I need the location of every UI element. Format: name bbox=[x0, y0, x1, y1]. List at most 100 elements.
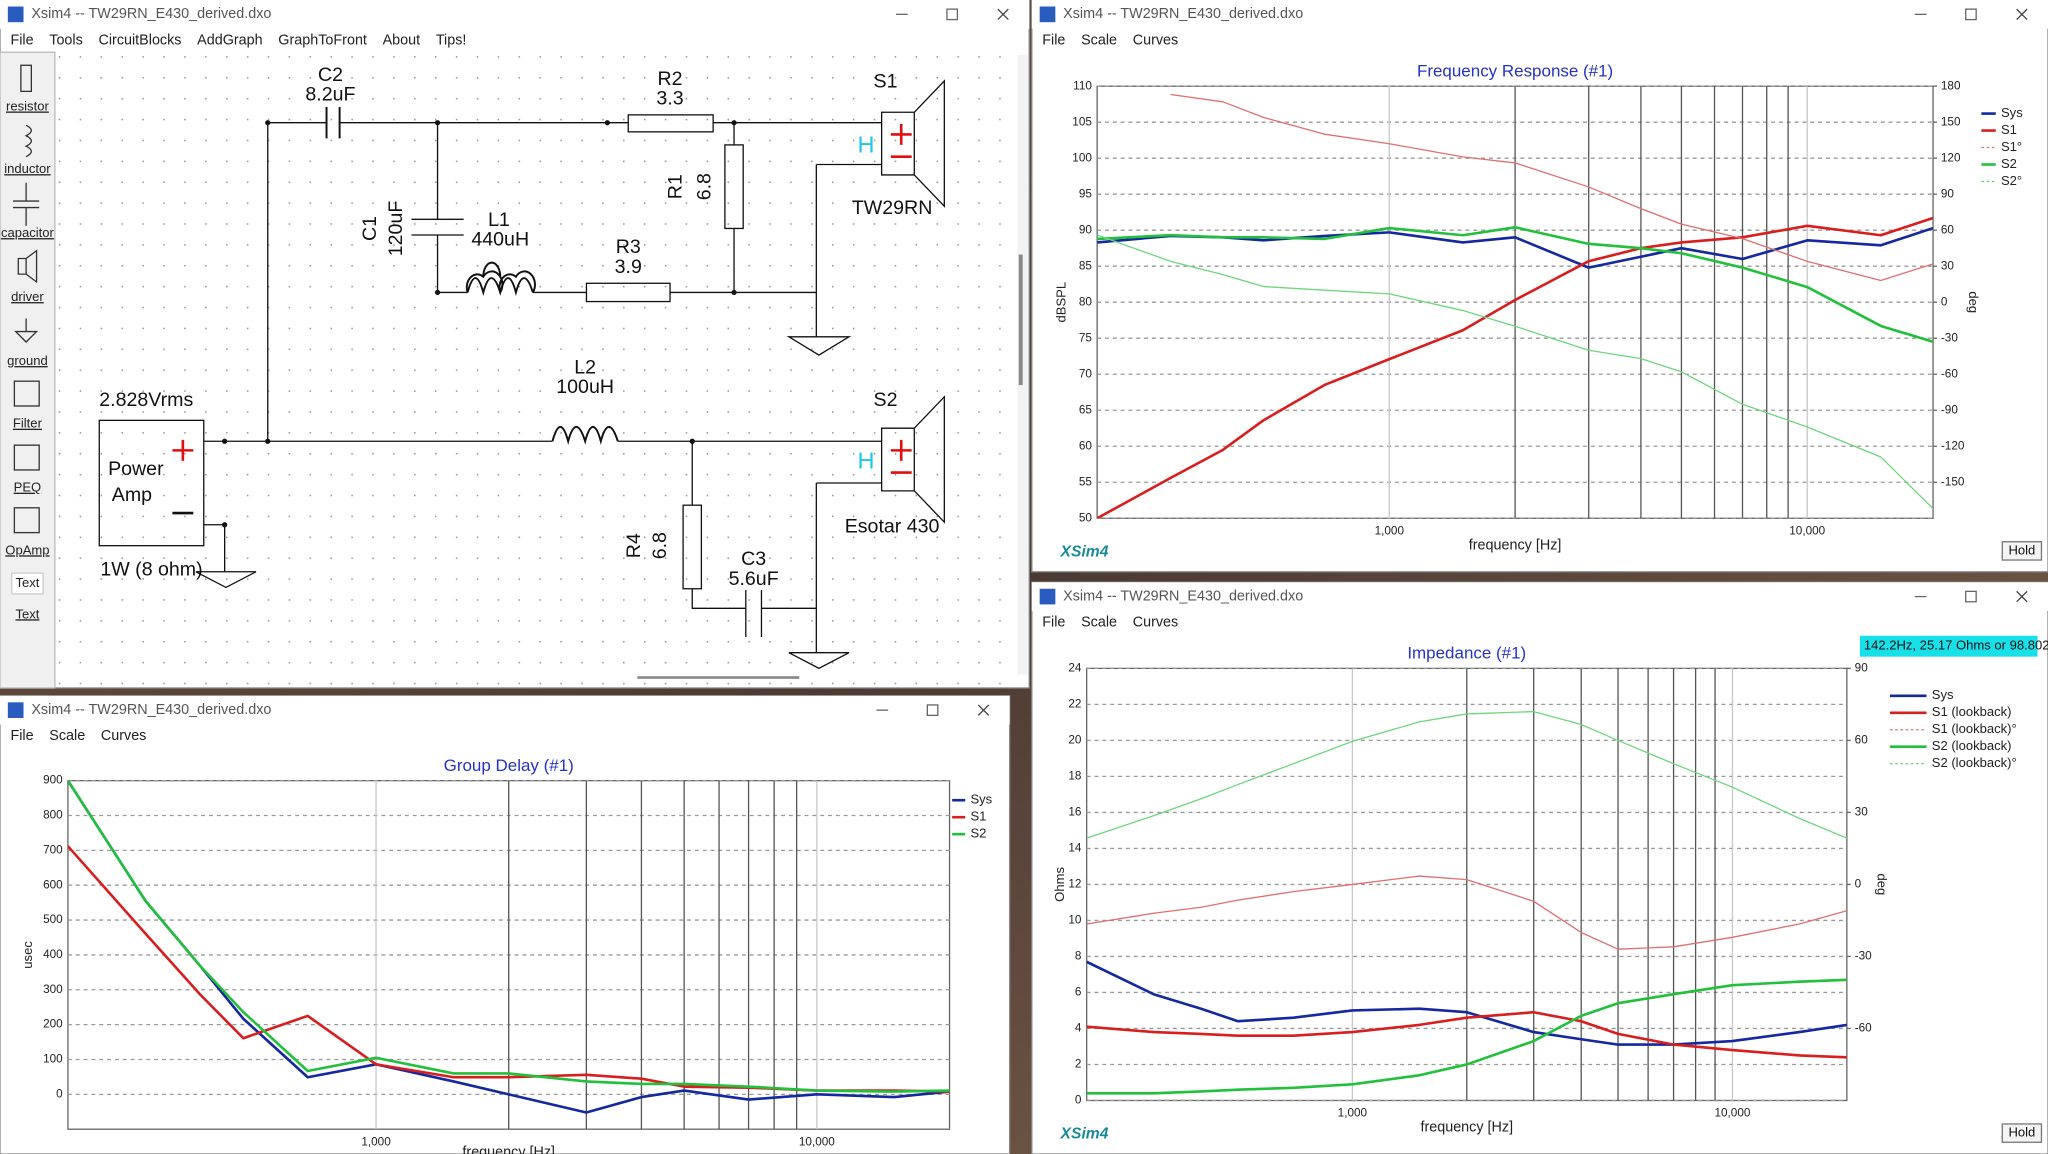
curve bbox=[1097, 216, 1934, 519]
y2-tick-label: 180 bbox=[1941, 79, 1961, 92]
menu-item[interactable]: Curves bbox=[1133, 32, 1178, 48]
toolbox-item[interactable]: driver bbox=[11, 289, 44, 304]
node bbox=[689, 438, 695, 444]
curve bbox=[1086, 960, 1847, 1046]
menu-item[interactable]: File bbox=[10, 32, 33, 48]
close-button[interactable] bbox=[977, 704, 990, 716]
menu-item[interactable]: GraphToFront bbox=[278, 32, 367, 48]
toolbox-item[interactable]: resistor bbox=[6, 99, 49, 114]
maximize-button[interactable] bbox=[1965, 8, 1977, 21]
menu-item[interactable]: Curves bbox=[1133, 614, 1178, 630]
maximize-button[interactable] bbox=[1965, 590, 1977, 603]
toolbox-item[interactable]: Text bbox=[15, 606, 39, 621]
menu-item[interactable]: Scale bbox=[1081, 32, 1117, 48]
legend-label: S2 (lookback)° bbox=[1932, 755, 2017, 770]
toolbox-item[interactable]: PEQ bbox=[14, 480, 42, 495]
hold-button[interactable] bbox=[2001, 541, 2043, 561]
window-title: Xsim4 -- TW29RN_E430_derived.dxo bbox=[1063, 6, 1303, 22]
speaker-s1 bbox=[880, 79, 945, 208]
y-tick-label: 75 bbox=[1079, 331, 1093, 344]
close-button[interactable] bbox=[2016, 8, 2028, 21]
y-tick-label: 600 bbox=[43, 878, 63, 891]
y-tick-label: 500 bbox=[43, 913, 63, 926]
menu-item[interactable]: Tips! bbox=[436, 32, 467, 48]
legend-label: Sys bbox=[970, 792, 992, 807]
menu-item[interactable]: About bbox=[383, 32, 421, 48]
polarity-marks bbox=[172, 124, 912, 515]
toolbox-item[interactable]: OpAmp bbox=[5, 542, 49, 557]
schematic-window: C2 8.2uF R2 3.3 R1 6.8 C1 120uF L1 440uH… bbox=[0, 0, 1030, 689]
component-name: L1 bbox=[488, 209, 510, 231]
menu-item[interactable]: Tools bbox=[49, 32, 83, 48]
x-axis-label: frequency [Hz] bbox=[1420, 1120, 1513, 1136]
hold-label[interactable]: Hold bbox=[2008, 1125, 2035, 1140]
curve bbox=[67, 780, 950, 1114]
icon-resistor bbox=[20, 64, 32, 93]
close-button[interactable] bbox=[997, 8, 1009, 21]
source-voltage: 2.828Vrms bbox=[99, 389, 193, 411]
plus-minus bbox=[890, 439, 912, 474]
resistor-r3 bbox=[585, 282, 671, 303]
curve bbox=[1170, 93, 1934, 282]
x-tick-label: 10,000 bbox=[1714, 1107, 1750, 1120]
cursor-readout: 142.2Hz, 25.17 Ohms or 98.802° bbox=[1864, 638, 2048, 653]
component-value: 8.2uF bbox=[305, 83, 355, 105]
component-name: R2 bbox=[658, 68, 683, 90]
toolbox-item[interactable]: inductor bbox=[4, 161, 51, 176]
component-name: C2 bbox=[318, 64, 343, 86]
component-name: R3 bbox=[616, 236, 641, 258]
close-button[interactable] bbox=[2016, 590, 2028, 603]
y-tick-label: 2 bbox=[1075, 1058, 1082, 1071]
legend-label: S2 bbox=[2001, 156, 2017, 171]
scroll-thumb[interactable] bbox=[637, 676, 800, 679]
maximize-button[interactable] bbox=[926, 704, 939, 717]
legend-label: S1 bbox=[2001, 122, 2017, 137]
y-tick-label: 14 bbox=[1068, 842, 1082, 855]
menu-item[interactable]: Scale bbox=[1081, 614, 1117, 630]
icon-driver bbox=[17, 249, 38, 284]
component-value: 5.6uF bbox=[729, 568, 779, 590]
source-label: Amp bbox=[112, 484, 152, 506]
toolbox-item[interactable]: ground bbox=[7, 353, 48, 368]
brand-label: XSim4 bbox=[1060, 1126, 1109, 1143]
wire bbox=[267, 122, 882, 442]
app-icon bbox=[1039, 6, 1056, 23]
speaker-s2 bbox=[880, 395, 945, 524]
icon-inductor bbox=[24, 124, 32, 158]
y2-tick-label: -30 bbox=[1855, 950, 1872, 963]
toolbox-item[interactable]: Text bbox=[15, 575, 39, 590]
menu-item[interactable]: Scale bbox=[49, 728, 85, 744]
plus-minus bbox=[890, 124, 912, 158]
component-name: C1 bbox=[359, 216, 381, 241]
component-value: 6.8 bbox=[693, 173, 715, 200]
y-tick-label: 24 bbox=[1068, 661, 1082, 674]
node bbox=[265, 120, 271, 126]
maximize-button[interactable] bbox=[946, 8, 959, 21]
menu-item[interactable]: CircuitBlocks bbox=[98, 32, 181, 48]
y2-tick-label: -150 bbox=[1941, 475, 1965, 488]
menu-item[interactable]: File bbox=[1042, 614, 1065, 630]
y-tick-label: 900 bbox=[43, 774, 63, 787]
y-tick-label: 90 bbox=[1079, 223, 1093, 236]
menu-item[interactable]: AddGraph bbox=[197, 32, 262, 48]
window-title: Xsim4 -- TW29RN_E430_derived.dxo bbox=[31, 6, 271, 22]
toolbox-item[interactable]: capacitor bbox=[1, 225, 55, 240]
driver-model: TW29RN bbox=[852, 197, 933, 219]
hold-button[interactable] bbox=[2001, 1123, 2043, 1143]
toolbox-item[interactable]: Filter bbox=[13, 416, 43, 431]
curve bbox=[1086, 710, 1847, 839]
icon-peq bbox=[13, 444, 40, 471]
scroll-thumb[interactable] bbox=[1018, 254, 1023, 386]
hold-label[interactable]: Hold bbox=[2008, 542, 2035, 557]
y-tick-label: 10 bbox=[1068, 914, 1082, 927]
y-tick-label: 12 bbox=[1068, 878, 1081, 891]
menu-item[interactable]: File bbox=[10, 728, 33, 744]
curve bbox=[1097, 234, 1934, 510]
component-value: 6.8 bbox=[649, 532, 671, 559]
menu-item[interactable]: File bbox=[1042, 32, 1065, 48]
y-tick-label: 16 bbox=[1068, 806, 1082, 819]
power-amp bbox=[98, 419, 205, 547]
icon-ground bbox=[14, 318, 39, 343]
curves bbox=[1086, 710, 1847, 1095]
menu-item[interactable]: Curves bbox=[101, 728, 146, 744]
